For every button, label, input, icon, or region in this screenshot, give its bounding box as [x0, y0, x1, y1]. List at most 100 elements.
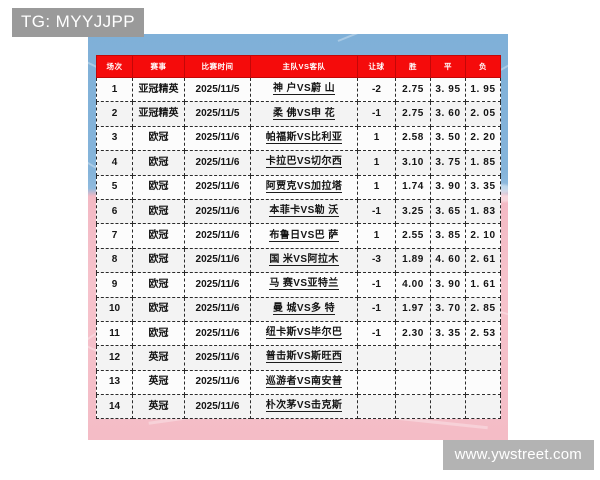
cell-handicap: 1 — [357, 174, 396, 200]
cell-match-date: 2025/11/6 — [184, 223, 251, 249]
table-row[interactable]: 10 欧冠 2025/11/6 曼 城VS多 特 -1 1.97 3. 70 2. 85 — [96, 296, 501, 322]
cell-match-number: 4 — [96, 150, 133, 176]
column-header-match: 主队VS客队 — [250, 55, 358, 78]
cell-match-number: 1 — [96, 76, 133, 103]
table-header-row: 场次 赛事 比赛时间 主队VS客队 让球 胜 平 负 — [96, 55, 501, 78]
column-header-draw: 平 — [430, 55, 466, 78]
cell-match-number: 6 — [96, 198, 133, 225]
cell-league: 欧冠 — [132, 223, 185, 249]
cell-match-date: 2025/11/6 — [184, 394, 251, 420]
cell-odds-lose — [465, 345, 501, 371]
cell-match-date: 2025/11/6 — [184, 369, 251, 396]
cell-odds-win: 1.89 — [395, 247, 431, 274]
table-row[interactable]: 8 欧冠 2025/11/6 国 米VS阿拉木 -3 1.89 4. 60 2. 61 — [96, 247, 501, 274]
cell-league: 欧冠 — [132, 247, 185, 274]
cell-match-date: 2025/11/6 — [184, 345, 251, 371]
cell-league: 欧冠 — [132, 296, 185, 322]
column-header-win: 胜 — [395, 55, 431, 78]
cell-handicap: -3 — [357, 247, 396, 274]
cell-odds-lose: 2. 85 — [465, 296, 501, 322]
cell-odds-draw: 3. 90 — [430, 174, 466, 200]
cell-teams: 巡游者VS南安普 — [250, 369, 358, 396]
table-row[interactable]: 6 欧冠 2025/11/6 本菲卡VS勒 沃 -1 3.25 3. 65 1. 83 — [96, 198, 501, 225]
cell-match-number: 3 — [96, 125, 133, 152]
cell-match-number: 5 — [96, 174, 133, 200]
cell-league: 欧冠 — [132, 272, 185, 298]
cell-match-date: 2025/11/5 — [184, 101, 251, 127]
background-wisp — [494, 194, 508, 202]
cell-odds-win: 1.97 — [395, 296, 431, 322]
cell-odds-lose: 1. 83 — [465, 198, 501, 225]
cell-teams: 柔 佛VS申 花 — [250, 101, 358, 127]
cell-odds-draw: 3. 50 — [430, 125, 466, 152]
cell-odds-win: 2.75 — [395, 101, 431, 127]
cell-league: 英冠 — [132, 345, 185, 371]
cell-match-date: 2025/11/6 — [184, 198, 251, 225]
cell-match-date: 2025/11/5 — [184, 76, 251, 103]
cell-match-number: 7 — [96, 223, 133, 249]
cell-handicap: -1 — [357, 272, 396, 298]
cell-teams: 布鲁日VS巴 萨 — [250, 223, 358, 249]
table-row[interactable]: 7 欧冠 2025/11/6 布鲁日VS巴 萨 1 2.55 3. 85 2. 10 — [96, 223, 501, 249]
cell-handicap — [357, 369, 396, 396]
cell-odds-lose: 1. 95 — [465, 76, 501, 103]
table-row[interactable]: 12 英冠 2025/11/6 普击斯VS斯旺西 — [96, 345, 501, 371]
cell-odds-win — [395, 369, 431, 396]
cell-teams: 普击斯VS斯旺西 — [250, 345, 358, 371]
cell-handicap: 1 — [357, 125, 396, 152]
cell-odds-lose: 1. 85 — [465, 150, 501, 176]
cell-teams: 马 赛VS亚特兰 — [250, 272, 358, 298]
cell-teams: 曼 城VS多 特 — [250, 296, 358, 322]
cell-odds-draw: 3. 60 — [430, 101, 466, 127]
cell-odds-win: 2.75 — [395, 76, 431, 103]
table-row[interactable]: 4 欧冠 2025/11/6 卡拉巴VS切尔西 1 3.10 3. 75 1. 85 — [96, 150, 501, 176]
cell-handicap: -2 — [357, 76, 396, 103]
cell-odds-draw — [430, 394, 466, 420]
telegram-handle-badge: TG: MYYJJPP — [12, 8, 144, 37]
match-odds-table: 场次 赛事 比赛时间 主队VS客队 让球 胜 平 负 1 亚冠精英 2025/11/… — [96, 55, 501, 420]
table-row[interactable]: 2 亚冠精英 2025/11/5 柔 佛VS申 花 -1 2.75 3. 60 2. 05 — [96, 101, 501, 127]
column-header-lose: 负 — [465, 55, 501, 78]
cell-odds-lose: 3. 35 — [465, 174, 501, 200]
cell-teams: 卡拉巴VS切尔西 — [250, 150, 358, 176]
cell-odds-win: 3.10 — [395, 150, 431, 176]
cell-odds-draw: 3. 70 — [430, 296, 466, 322]
cell-match-number: 14 — [96, 394, 133, 420]
cell-odds-win — [395, 345, 431, 371]
cell-odds-lose: 2. 05 — [465, 101, 501, 127]
cell-match-date: 2025/11/6 — [184, 296, 251, 322]
cell-handicap: 1 — [357, 150, 396, 176]
cell-odds-win: 2.30 — [395, 320, 431, 347]
cell-match-number: 10 — [96, 296, 133, 322]
cell-league: 欧冠 — [132, 150, 185, 176]
cell-odds-lose — [465, 369, 501, 396]
cell-teams: 纽卡斯VS毕尔巴 — [250, 320, 358, 347]
cell-handicap: 1 — [357, 223, 396, 249]
column-header-datetime: 比赛时间 — [184, 55, 251, 78]
table-row[interactable]: 13 英冠 2025/11/6 巡游者VS南安普 — [96, 369, 501, 396]
cell-teams: 阿贾克VS加拉塔 — [250, 174, 358, 200]
cell-odds-draw — [430, 345, 466, 371]
cell-odds-draw: 4. 60 — [430, 247, 466, 274]
table-row[interactable]: 14 英冠 2025/11/6 朴次茅VS击克斯 — [96, 394, 501, 420]
cell-handicap — [357, 345, 396, 371]
cell-handicap: -1 — [357, 101, 396, 127]
cell-teams: 神 户VS蔚 山 — [250, 76, 358, 103]
table-row[interactable]: 1 亚冠精英 2025/11/5 神 户VS蔚 山 -2 2.75 3. 95 1. 95 — [96, 76, 501, 103]
cell-odds-lose: 2. 61 — [465, 247, 501, 274]
cell-odds-draw: 3. 65 — [430, 198, 466, 225]
cell-odds-lose: 2. 20 — [465, 125, 501, 152]
table-row[interactable]: 5 欧冠 2025/11/6 阿贾克VS加拉塔 1 1.74 3. 90 3. 35 — [96, 174, 501, 200]
cell-odds-draw: 3. 90 — [430, 272, 466, 298]
cell-odds-draw: 3. 35 — [430, 320, 466, 347]
cell-teams: 本菲卡VS勒 沃 — [250, 198, 358, 225]
cell-match-date: 2025/11/6 — [184, 125, 251, 152]
table-row[interactable]: 3 欧冠 2025/11/6 帕福斯VS比利亚 1 2.58 3. 50 2. 20 — [96, 125, 501, 152]
odds-table-container: 场次 赛事 比赛时间 主队VS客队 让球 胜 平 负 1 亚冠精英 2025/11/… — [96, 55, 501, 420]
cell-match-date: 2025/11/6 — [184, 272, 251, 298]
table-row[interactable]: 11 欧冠 2025/11/6 纽卡斯VS毕尔巴 -1 2.30 3. 35 2. 53 — [96, 320, 501, 347]
cell-odds-lose: 1. 61 — [465, 272, 501, 298]
cell-league: 英冠 — [132, 369, 185, 396]
table-row[interactable]: 9 欧冠 2025/11/6 马 赛VS亚特兰 -1 4.00 3. 90 1. 61 — [96, 272, 501, 298]
